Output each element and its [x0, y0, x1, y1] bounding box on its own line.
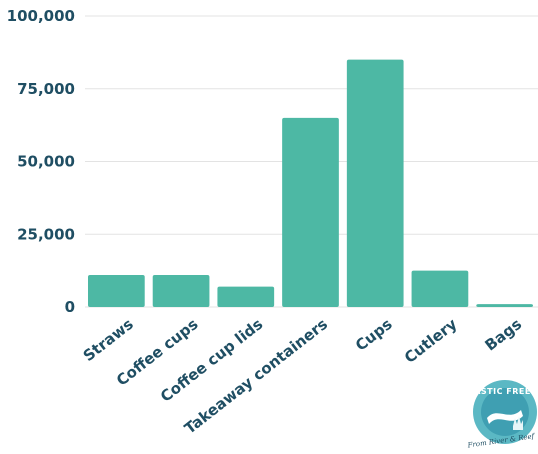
plastic-free-cq-logo: PLASTIC FREE CQ From River & Reef: [462, 380, 538, 450]
x-tick-label: Cutlery: [401, 315, 461, 367]
logo-river-icon: [487, 410, 523, 424]
bar-cups: [346, 59, 404, 308]
y-tick-label: 50,000: [17, 153, 75, 171]
bar-straws: [88, 274, 145, 307]
x-tick-label: Bags: [482, 315, 526, 355]
bar-coffee-cups: [152, 274, 210, 307]
y-tick-label: 75,000: [17, 80, 75, 98]
bar-cutlery: [411, 270, 469, 307]
bar-coffee-cup-lids: [217, 286, 275, 307]
bar-bags: [476, 304, 533, 307]
logo-text: PLASTIC FREE CQ: [462, 387, 538, 396]
y-tick-label: 25,000: [17, 225, 75, 243]
bar-takeaway-containers: [282, 117, 339, 307]
y-axis-ticks: 100,000 75,000 50,000 25,000 0: [7, 7, 75, 316]
x-tick-label: Straws: [80, 315, 137, 365]
bars: [88, 59, 533, 308]
y-tick-label: 100,000: [7, 7, 75, 25]
x-tick-label: Cups: [352, 315, 396, 355]
logo-reef-icon: [513, 416, 523, 430]
y-tick-label: 0: [65, 298, 75, 316]
